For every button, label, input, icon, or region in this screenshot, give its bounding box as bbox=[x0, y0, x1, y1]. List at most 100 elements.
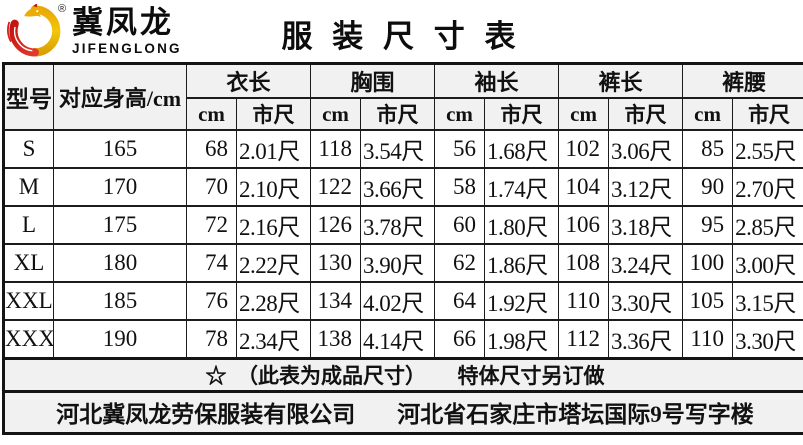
pants-length-cm: 108 bbox=[558, 243, 610, 283]
pants-length-cm: 112 bbox=[558, 319, 610, 359]
pants-length-cm: 106 bbox=[558, 205, 610, 245]
size-row-s: S 165 68 2.01尺 118 3.54尺 56 1.68尺 102 3.… bbox=[3, 129, 803, 169]
unit-header-shichi: 市尺 bbox=[732, 97, 803, 131]
col-group-waist: 裤腰 bbox=[682, 62, 803, 99]
unit-header-cm: cm bbox=[186, 97, 237, 131]
sleeve-cm: 58 bbox=[434, 167, 486, 207]
company-address: 河北省石家庄市塔坛国际9号写字楼 bbox=[397, 402, 754, 427]
sleeve-cm: 66 bbox=[434, 319, 486, 359]
waist-shichi: 3.15尺 bbox=[732, 281, 803, 321]
footnote-row: ☆ （此表为成品尺寸） 特体尺寸另订做 bbox=[2, 356, 803, 392]
chest-shichi: 3.54尺 bbox=[360, 129, 436, 169]
brand-name-chinese: 冀凤龙 bbox=[72, 4, 174, 40]
header-row-units: cm 市尺 cm 市尺 cm 市尺 cm 市尺 cm 市尺 bbox=[4, 97, 803, 131]
registered-trademark-symbol: ® bbox=[58, 3, 67, 15]
chest-shichi: 3.90尺 bbox=[360, 243, 436, 283]
unit-header-cm: cm bbox=[558, 97, 610, 131]
sleeve-shichi: 1.80尺 bbox=[484, 205, 560, 245]
garment-length-shichi: 2.01尺 bbox=[235, 129, 312, 169]
company-info: 河北冀凤龙劳保服装有限公司 河北省石家庄市塔坛国际9号写字楼 bbox=[2, 389, 803, 434]
size-row-xxxl: XXXL 190 78 2.34尺 138 4.14尺 66 1.98尺 112… bbox=[3, 319, 803, 359]
col-header-model: 型号 bbox=[3, 62, 54, 131]
sleeve-shichi: 1.98尺 bbox=[484, 319, 560, 359]
garment-length-shichi: 2.16尺 bbox=[235, 205, 312, 245]
garment-length-shichi: 2.22尺 bbox=[235, 243, 312, 283]
company-name: 河北冀凤龙劳保服装有限公司 bbox=[56, 402, 356, 427]
size-row-xl: XL 180 74 2.22尺 130 3.90尺 62 1.86尺 108 3… bbox=[3, 243, 803, 283]
size-label: XXL bbox=[3, 281, 54, 321]
garment-length-cm: 68 bbox=[186, 129, 237, 169]
pants-length-shichi: 3.36尺 bbox=[608, 319, 684, 359]
header-band: ® 冀凤龙 JIFENGLONG 服 装 尺 寸 表 bbox=[0, 0, 803, 62]
page-title: 服 装 尺 寸 表 bbox=[281, 19, 522, 54]
height-value: 185 bbox=[53, 281, 187, 321]
chest-shichi: 4.14尺 bbox=[360, 319, 436, 359]
pants-length-cm: 102 bbox=[558, 129, 610, 169]
dragon-logo-icon bbox=[7, 3, 61, 57]
col-group-garment-length: 衣长 bbox=[185, 62, 312, 99]
size-row-l: L 175 72 2.16尺 126 3.78尺 60 1.80尺 106 3.… bbox=[3, 205, 803, 245]
height-value: 190 bbox=[53, 319, 187, 359]
waist-shichi: 3.30尺 bbox=[732, 319, 803, 359]
waist-cm: 110 bbox=[682, 319, 734, 359]
waist-cm: 90 bbox=[682, 167, 734, 207]
size-label: XXXL bbox=[3, 319, 54, 359]
waist-cm: 85 bbox=[682, 129, 734, 169]
size-row-m: M 170 70 2.10尺 122 3.66尺 58 1.74尺 104 3.… bbox=[3, 167, 803, 207]
chest-cm: 134 bbox=[310, 281, 362, 321]
height-value: 180 bbox=[53, 243, 187, 283]
chest-cm: 138 bbox=[310, 319, 362, 359]
unit-header-shichi: 市尺 bbox=[608, 97, 684, 131]
chest-shichi: 3.78尺 bbox=[360, 205, 436, 245]
size-label: S bbox=[3, 129, 54, 169]
sleeve-shichi: 1.86尺 bbox=[484, 243, 560, 283]
sleeve-shichi: 1.92尺 bbox=[484, 281, 560, 321]
header-row-groups: 型号 对应身高/cm 衣长 胸围 袖长 裤长 裤腰 bbox=[3, 62, 803, 131]
col-group-sleeve-length: 袖长 bbox=[434, 62, 560, 99]
waist-shichi: 2.70尺 bbox=[732, 167, 803, 207]
garment-length-shichi: 2.34尺 bbox=[235, 319, 312, 359]
pants-length-cm: 104 bbox=[558, 167, 610, 207]
brand-logo: ® 冀凤龙 JIFENGLONG bbox=[6, 3, 182, 59]
size-label: M bbox=[3, 167, 54, 207]
unit-header-cm: cm bbox=[310, 97, 362, 131]
waist-cm: 95 bbox=[682, 205, 734, 245]
unit-header-shichi: 市尺 bbox=[360, 97, 436, 131]
sleeve-cm: 62 bbox=[434, 243, 486, 283]
size-row-xxl: XXL 185 76 2.28尺 134 4.02尺 64 1.92尺 110 … bbox=[3, 281, 803, 321]
col-group-chest: 胸围 bbox=[310, 62, 436, 99]
chest-cm: 126 bbox=[310, 205, 362, 245]
garment-length-cm: 74 bbox=[186, 243, 237, 283]
col-header-height: 对应身高/cm bbox=[53, 62, 187, 131]
waist-cm: 105 bbox=[682, 281, 734, 321]
size-label: XL bbox=[3, 243, 54, 283]
pants-length-shichi: 3.12尺 bbox=[608, 167, 684, 207]
sleeve-cm: 64 bbox=[434, 281, 486, 321]
unit-header-cm: cm bbox=[434, 97, 486, 131]
unit-header-shichi: 市尺 bbox=[484, 97, 560, 131]
chest-shichi: 3.66尺 bbox=[360, 167, 436, 207]
waist-shichi: 2.85尺 bbox=[732, 205, 803, 245]
chest-shichi: 4.02尺 bbox=[360, 281, 436, 321]
garment-length-shichi: 2.28尺 bbox=[235, 281, 312, 321]
company-row: 河北冀凤龙劳保服装有限公司 河北省石家庄市塔坛国际9号写字楼 bbox=[2, 389, 803, 434]
pants-length-shichi: 3.18尺 bbox=[608, 205, 684, 245]
size-table: 型号 对应身高/cm 衣长 胸围 袖长 裤长 裤腰 cm 市尺 cm 市尺 cm… bbox=[2, 62, 803, 435]
pants-length-shichi: 3.24尺 bbox=[608, 243, 684, 283]
chest-cm: 118 bbox=[310, 129, 362, 169]
pants-length-shichi: 3.30尺 bbox=[608, 281, 684, 321]
garment-length-shichi: 2.10尺 bbox=[235, 167, 312, 207]
brand-name-english: JIFENGLONG bbox=[72, 40, 182, 56]
height-value: 165 bbox=[53, 129, 187, 169]
pants-length-shichi: 3.06尺 bbox=[608, 129, 684, 169]
waist-cm: 100 bbox=[682, 243, 734, 283]
garment-length-cm: 72 bbox=[186, 205, 237, 245]
sleeve-shichi: 1.74尺 bbox=[484, 167, 560, 207]
waist-shichi: 3.00尺 bbox=[732, 243, 803, 283]
size-label: L bbox=[3, 205, 54, 245]
unit-header-cm: cm bbox=[682, 97, 734, 131]
col-group-pants-length: 裤长 bbox=[558, 62, 684, 99]
brand-text: 冀凤龙 JIFENGLONG bbox=[72, 7, 182, 56]
chest-cm: 122 bbox=[310, 167, 362, 207]
